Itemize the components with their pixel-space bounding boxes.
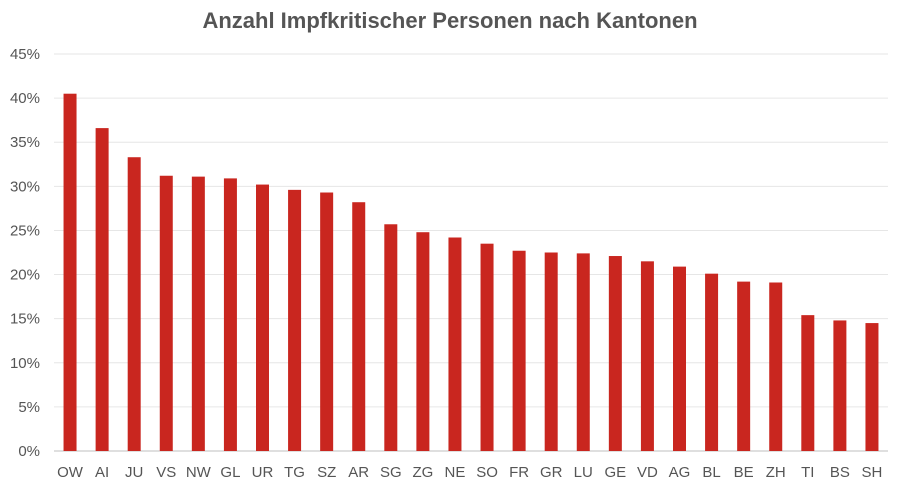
x-tick-label-nw: NW xyxy=(186,464,212,481)
bar-ar xyxy=(352,202,366,451)
bar-be xyxy=(737,281,751,451)
bar-lu xyxy=(576,253,590,451)
bar-zg xyxy=(416,232,430,451)
x-tick-label-gl: GL xyxy=(220,464,240,481)
bar-ai xyxy=(95,128,109,451)
bar-nw xyxy=(191,176,205,451)
chart-title: Anzahl Impfkritischer Personen nach Kant… xyxy=(202,8,698,33)
bar-ag xyxy=(673,266,686,451)
bar-vd xyxy=(640,261,654,451)
x-tick-label-bl: BL xyxy=(702,464,720,481)
bar-ti xyxy=(801,315,815,451)
x-tick-label-lu: LU xyxy=(574,464,593,481)
x-tick-label-zg: ZG xyxy=(412,464,433,481)
bar-so xyxy=(480,243,494,451)
x-tick-label-bs: BS xyxy=(830,464,850,481)
y-tick-label: 0% xyxy=(18,443,40,460)
bar-ju xyxy=(127,157,141,451)
bar-bl xyxy=(705,273,719,451)
x-tick-label-fr: FR xyxy=(509,464,529,481)
bar-sh xyxy=(865,323,879,451)
gridlines xyxy=(54,53,888,452)
x-tick-label-ag: AG xyxy=(669,464,691,481)
bar-fr xyxy=(512,250,526,451)
bars xyxy=(63,93,879,452)
x-tick-label-vs: VS xyxy=(156,464,176,481)
bar-zh xyxy=(769,282,783,451)
x-tick-label-be: BE xyxy=(734,464,754,481)
x-tick-label-sg: SG xyxy=(380,464,402,481)
bar-tg xyxy=(288,189,302,451)
bar-vs xyxy=(159,175,173,451)
bar-gl xyxy=(223,178,237,452)
x-tick-label-zh: ZH xyxy=(766,464,786,481)
y-tick-label: 10% xyxy=(10,355,40,372)
x-tick-label-ar: AR xyxy=(348,464,369,481)
bar-bs xyxy=(833,320,847,451)
bar-ow xyxy=(63,93,77,451)
x-axis-ticks: OW AI JU VS NW GL UR TG SZ AR SG ZG NE SO FR GR LU GE VD AG… xyxy=(57,464,882,481)
x-tick-label-tg: TG xyxy=(284,464,305,481)
bar-ur xyxy=(256,184,269,451)
x-tick-label-ow: OW xyxy=(57,464,84,481)
x-tick-label-so: SO xyxy=(476,464,498,481)
bar-ge xyxy=(608,256,622,451)
x-tick-label-ne: NE xyxy=(445,464,466,481)
y-tick-label: 20% xyxy=(10,267,40,284)
y-tick-label: 5% xyxy=(18,399,40,416)
bar-gr xyxy=(544,252,558,451)
x-tick-label-sz: SZ xyxy=(317,464,336,481)
x-tick-label-vd: VD xyxy=(637,464,658,481)
x-tick-label-ju: JU xyxy=(125,464,143,481)
y-tick-label: 35% xyxy=(10,134,40,151)
x-tick-label-sh: SH xyxy=(862,464,883,481)
bar-sg xyxy=(384,224,398,451)
y-tick-label: 30% xyxy=(10,178,40,195)
y-tick-label: 40% xyxy=(10,90,40,107)
bar-ne xyxy=(448,237,462,451)
y-tick-label: 15% xyxy=(10,311,40,328)
x-tick-label-ur: UR xyxy=(252,464,274,481)
y-tick-label: 45% xyxy=(10,46,40,63)
x-tick-label-ai: AI xyxy=(95,464,109,481)
x-tick-label-gr: GR xyxy=(540,464,563,481)
bar-sz xyxy=(320,192,334,451)
x-tick-label-ge: GE xyxy=(605,464,627,481)
y-axis-ticks: 0% 5% 10% 15% 20% 25% 30% 35% 40% 45% xyxy=(10,46,40,460)
x-tick-label-ti: TI xyxy=(801,464,814,481)
y-tick-label: 25% xyxy=(10,222,40,239)
